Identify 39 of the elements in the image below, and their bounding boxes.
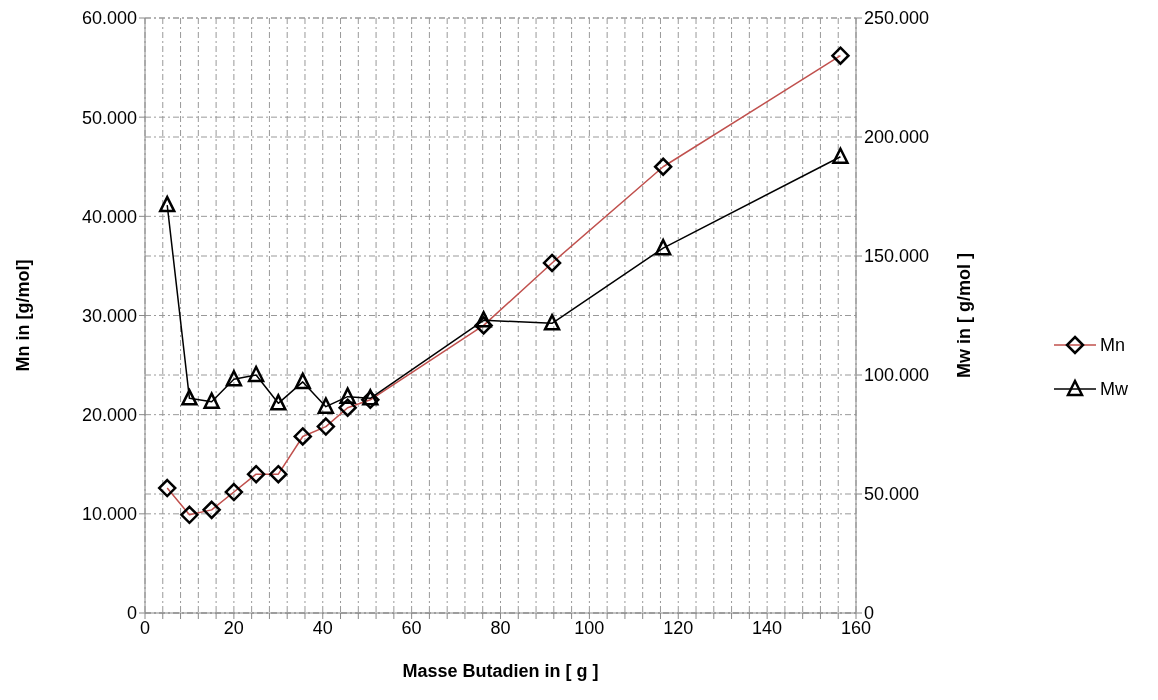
y-tick-label: 60.000 bbox=[81, 8, 137, 29]
point bbox=[181, 389, 198, 406]
point bbox=[247, 365, 265, 383]
y-tick-label: 0 bbox=[126, 603, 137, 624]
point bbox=[294, 372, 311, 390]
x-tick-label: 80 bbox=[490, 617, 511, 638]
y2-axis-title: Mw in [ g/mol ] bbox=[954, 253, 975, 378]
point bbox=[317, 397, 335, 414]
point bbox=[270, 394, 287, 411]
y-axis-title: Mn in [g/mol] bbox=[13, 259, 34, 372]
y2-tick-label: 100.000 bbox=[864, 365, 930, 386]
x-tick-label: 120 bbox=[663, 617, 694, 638]
x-tick-label: 0 bbox=[139, 617, 151, 638]
point bbox=[158, 195, 176, 213]
y2-tick-label: 250.000 bbox=[864, 8, 930, 29]
y2-tick-label: 200.000 bbox=[864, 127, 930, 148]
y2-tick-label: 50.000 bbox=[864, 484, 920, 505]
legend-label: Mw bbox=[1100, 378, 1128, 400]
point bbox=[543, 314, 561, 331]
point bbox=[339, 387, 356, 404]
point bbox=[475, 311, 492, 328]
x-tick-label: 20 bbox=[223, 617, 244, 638]
y-tick-label: 20.000 bbox=[81, 405, 137, 426]
point bbox=[654, 238, 672, 256]
x-axis-title: Masse Butadien in [ g ] bbox=[402, 661, 599, 681]
point bbox=[225, 370, 243, 387]
y-tick-label: 30.000 bbox=[81, 305, 137, 326]
point bbox=[203, 392, 220, 409]
y-tick-label: 10.000 bbox=[81, 504, 137, 525]
y2-tick-label: 150.000 bbox=[864, 246, 930, 267]
x-tick-label: 140 bbox=[752, 617, 783, 638]
x-tick-label: 60 bbox=[401, 617, 422, 638]
point bbox=[362, 389, 379, 406]
x-tick-label: 40 bbox=[312, 617, 333, 638]
y-tick-label: 50.000 bbox=[81, 107, 137, 128]
y-tick-label: 40.000 bbox=[81, 206, 137, 227]
point bbox=[832, 147, 849, 164]
x-tick-label: 100 bbox=[574, 617, 605, 638]
legend-label: Mn bbox=[1100, 334, 1126, 356]
